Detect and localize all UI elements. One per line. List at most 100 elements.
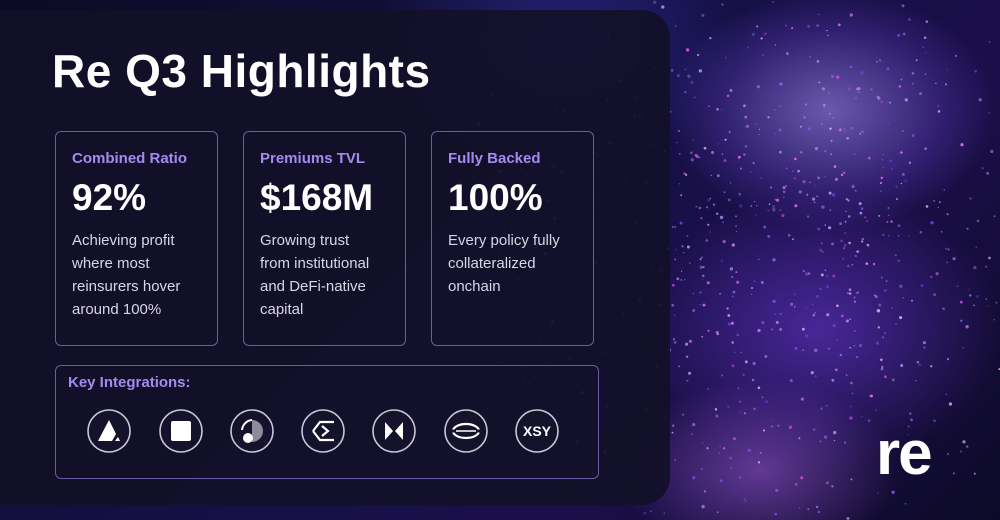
particle [858,202,862,206]
particle [747,448,751,452]
particle [861,130,864,133]
particle [680,194,683,197]
particle [895,198,899,201]
particle [671,303,674,307]
particle [708,105,710,108]
particle [702,303,706,307]
particle [775,320,779,324]
particle [672,338,675,341]
particle [933,200,935,202]
particle [682,413,685,416]
particle [876,309,881,313]
particle [908,161,912,164]
particle [853,296,856,299]
particle [829,209,831,211]
particle [759,451,762,454]
particle [760,281,764,284]
particle [727,198,731,202]
particle [867,419,871,422]
particle [698,69,703,73]
description-line: collateralized [448,255,536,272]
particle [851,184,855,189]
particle [829,127,832,130]
particle [699,291,702,294]
particle [870,88,873,91]
particle [816,24,820,27]
particle [902,130,904,132]
particle [736,280,740,284]
particle [679,221,683,225]
particle [853,345,856,347]
particle [794,204,798,208]
particle [699,265,703,269]
particle [690,158,694,162]
particle [701,335,704,338]
particle [698,156,701,159]
particle [692,309,696,312]
particle [779,82,783,86]
particle [986,172,990,175]
particle [672,424,675,427]
particle [824,150,827,152]
particle [709,231,711,233]
particle [930,275,933,279]
particle [735,224,738,227]
particle [693,96,696,99]
particle [850,478,853,481]
particle [726,94,730,98]
particle [777,424,780,427]
particle [711,151,714,154]
particle [884,375,887,379]
particle [981,167,984,170]
particle [842,171,846,174]
particle [719,215,724,220]
particle [794,305,796,308]
particle [952,257,956,261]
particle [887,122,890,125]
particle [831,193,836,197]
particle [898,85,901,88]
particle [753,280,756,283]
particle [805,306,807,309]
particle [775,198,780,202]
particle [793,177,796,180]
particle [756,205,758,207]
particle [731,295,734,298]
particle [948,402,953,406]
particle [703,490,707,493]
particle [812,197,816,201]
particle [686,245,690,249]
particle [897,259,901,263]
particle [831,242,834,246]
particle [743,498,746,500]
particle [815,505,819,509]
particle [794,482,798,486]
card-description: Growing trust from institutional and DeFi-… [260,229,405,321]
particle [848,241,851,245]
particle [988,41,991,43]
particle [923,346,926,349]
particle [907,434,909,436]
particle [988,256,991,260]
particle [841,314,844,318]
particle [849,346,851,349]
particle [859,132,862,135]
particle [887,214,890,216]
particle [830,74,834,79]
particle [661,5,665,9]
particle [849,318,852,321]
particle [792,170,794,172]
particle [802,269,805,273]
particle [754,214,757,216]
particle [676,74,680,77]
particle [768,203,771,206]
particle [774,44,777,46]
particle [954,54,958,58]
particle [935,272,939,276]
particle [846,136,849,140]
particle [844,220,847,223]
particle [807,127,811,131]
particle [804,334,809,338]
particle [881,159,883,161]
particle [814,348,818,352]
